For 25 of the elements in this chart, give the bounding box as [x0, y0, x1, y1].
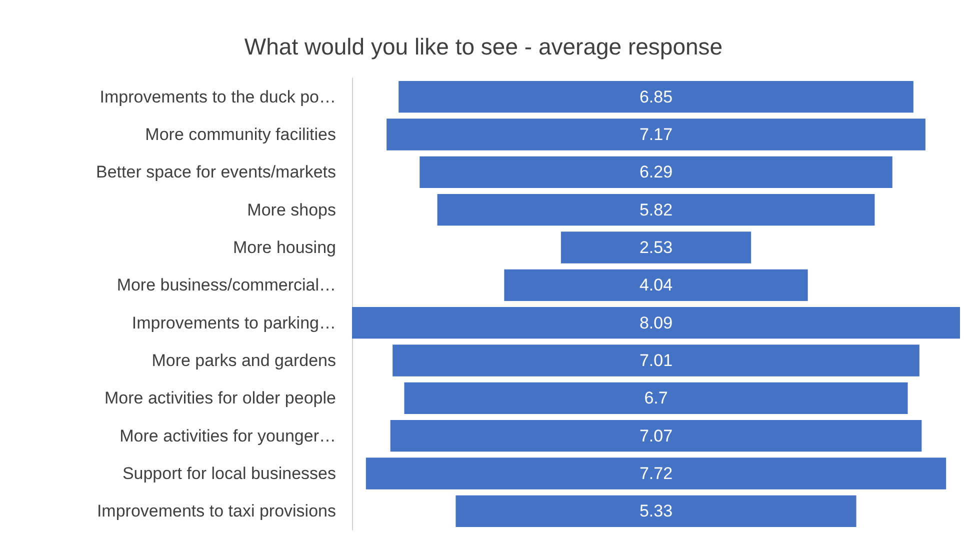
category-label: Improvements to parking… — [132, 313, 336, 332]
data-label: 6.29 — [639, 162, 673, 182]
data-label: 7.17 — [639, 125, 673, 144]
data-label: 2.53 — [639, 238, 673, 257]
data-label: 7.07 — [639, 426, 673, 446]
category-label: More housing — [232, 238, 336, 257]
data-label: 5.82 — [639, 200, 673, 220]
category-label: Improvements to taxi provisions — [96, 502, 336, 521]
text: What would you like to see - average response — [244, 34, 723, 60]
category-label: Support for local businesses — [122, 464, 336, 483]
category-label: More parks and gardens — [152, 351, 336, 370]
data-label: 7.72 — [639, 464, 673, 483]
data-label: 6.7 — [644, 388, 668, 408]
data-label: 6.85 — [639, 87, 673, 106]
category-label: More activities for older people — [104, 388, 336, 408]
data-label: 5.33 — [639, 502, 673, 521]
category-label: Better space for events/markets — [96, 162, 336, 182]
data-label: 7.01 — [639, 351, 673, 370]
data-label: 8.09 — [639, 313, 673, 332]
category-label: Improvements to the duck po… — [100, 87, 336, 106]
category-label: More activities for younger… — [120, 426, 336, 446]
category-label: More shops — [247, 200, 336, 220]
data-label: 4.04 — [639, 276, 673, 295]
category-label: More community facilities — [145, 125, 336, 144]
category-label: More business/commercial… — [116, 276, 336, 295]
